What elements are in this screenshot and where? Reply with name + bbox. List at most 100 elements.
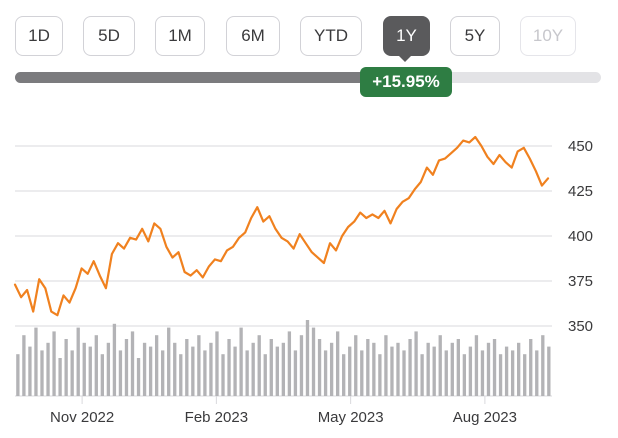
volume-bar xyxy=(46,342,50,396)
volume-bar xyxy=(311,327,316,396)
volume-bar xyxy=(456,339,460,396)
volume-bar xyxy=(179,354,183,396)
volume-bar xyxy=(197,335,201,396)
volume-bar xyxy=(438,335,442,396)
volume-bar xyxy=(305,320,310,396)
volume-bar xyxy=(130,331,135,396)
range-button-ytd[interactable]: YTD xyxy=(300,16,362,56)
volume-bar xyxy=(342,354,346,396)
x-tick-label: Nov 2022 xyxy=(50,409,114,426)
volume-bar xyxy=(185,339,189,396)
volume-bar xyxy=(492,339,497,396)
volume-bar xyxy=(161,350,165,396)
range-button-1m[interactable]: 1M xyxy=(155,16,205,56)
volume-bar xyxy=(70,350,74,396)
volume-bar xyxy=(287,331,292,396)
x-tick-label: Aug 2023 xyxy=(453,409,517,426)
volume-bar xyxy=(28,346,32,396)
volume-bar xyxy=(390,346,394,396)
volume-bar xyxy=(94,335,98,396)
volume-bar xyxy=(378,354,382,396)
volume-bar xyxy=(245,350,249,396)
volume-bar xyxy=(233,346,237,396)
volume-bar xyxy=(420,354,424,396)
price-line xyxy=(13,135,550,317)
volume-bar xyxy=(468,346,473,396)
range-button-5y[interactable]: 5Y xyxy=(450,16,500,56)
y-tick-label: 375 xyxy=(568,273,593,290)
volume-bar xyxy=(173,342,177,396)
volume-bar xyxy=(384,335,388,396)
volume-bar xyxy=(124,339,129,396)
volume-bar xyxy=(58,358,62,396)
volume-bar xyxy=(462,354,467,396)
volume-bar xyxy=(136,358,141,396)
volume-bar xyxy=(106,342,111,396)
volume-bar xyxy=(529,339,533,396)
volume-bar xyxy=(275,346,279,396)
volume-bar xyxy=(523,354,527,396)
y-tick-label: 400 xyxy=(568,228,593,245)
volume-bar xyxy=(221,354,225,396)
price-volume-chart: 350 375 400 425 450 Nov 2022 Feb 2023 May 2023… xyxy=(13,135,593,426)
range-slider-fill[interactable] xyxy=(15,72,385,83)
volume-bar xyxy=(118,350,123,396)
volume-bar xyxy=(100,354,104,396)
volume-bar xyxy=(486,342,491,396)
volume-bar xyxy=(329,342,334,396)
volume-bar xyxy=(263,354,267,396)
y-tick-label: 350 xyxy=(568,318,593,335)
volume-bar xyxy=(426,342,430,396)
volume-bar xyxy=(52,331,56,396)
percent-change-badge: +15.95% xyxy=(360,67,452,97)
volume-bar xyxy=(360,350,364,396)
range-button-5d[interactable]: 5D xyxy=(83,16,135,56)
range-button-10y: 10Y xyxy=(520,16,576,56)
volume-bar xyxy=(154,335,159,396)
volume-bar xyxy=(148,346,153,396)
volume-bar xyxy=(517,342,521,396)
volume-bar xyxy=(510,350,515,396)
volume-bar xyxy=(450,342,454,396)
volume-bar xyxy=(474,335,479,396)
volume-bar xyxy=(323,350,328,396)
volume-bar xyxy=(203,350,207,396)
volume-bar xyxy=(191,346,195,396)
range-button-6m[interactable]: 6M xyxy=(226,16,280,56)
x-tick-label: May 2023 xyxy=(318,409,384,426)
volume-bar xyxy=(142,342,147,396)
volume-bar xyxy=(40,350,44,396)
volume-bar xyxy=(498,354,503,396)
selected-range-pointer xyxy=(398,55,412,62)
volume-bar xyxy=(372,342,376,396)
volume-bar xyxy=(269,339,273,396)
volume-bar xyxy=(239,327,243,396)
volume-bar xyxy=(408,339,412,396)
y-tick-label: 450 xyxy=(568,138,593,155)
range-button-1d[interactable]: 1D xyxy=(15,16,63,56)
volume-bar xyxy=(354,335,358,396)
volume-bar xyxy=(257,335,261,396)
volume-bar xyxy=(547,346,551,396)
range-slider-track[interactable] xyxy=(15,72,601,83)
volume-bar xyxy=(541,335,545,396)
volume-bar xyxy=(34,327,38,396)
volume-bar xyxy=(480,350,485,396)
volume-bar xyxy=(16,354,20,396)
volume-bar xyxy=(209,342,213,396)
volume-bar xyxy=(167,327,171,396)
volume-bar xyxy=(444,350,448,396)
range-button-1y[interactable]: 1Y xyxy=(383,16,430,56)
volume-bar xyxy=(22,335,26,396)
volume-bar xyxy=(504,346,509,396)
volume-bar xyxy=(112,323,117,396)
volume-bar xyxy=(414,331,418,396)
volume-bar xyxy=(348,346,352,396)
volume-bar xyxy=(215,331,219,396)
volume-bar xyxy=(396,342,400,396)
volume-bar xyxy=(227,339,231,396)
volume-bar xyxy=(299,335,304,396)
x-tick-label: Feb 2023 xyxy=(185,409,248,426)
volume-bar xyxy=(64,339,68,396)
volume-bar xyxy=(88,346,92,396)
